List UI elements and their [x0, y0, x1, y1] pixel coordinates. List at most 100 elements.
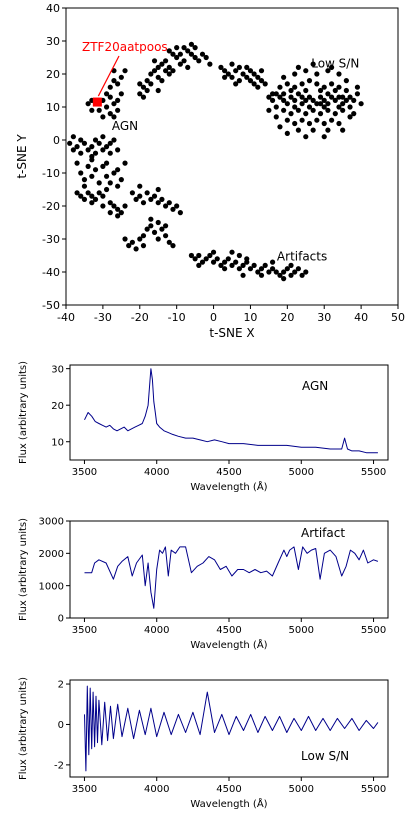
scatter-point [233, 81, 239, 87]
scatter-point [107, 200, 113, 206]
scatter-point [281, 97, 287, 103]
scatter-point [336, 94, 342, 100]
scatter-point [244, 256, 250, 262]
scatter-point [89, 200, 95, 206]
scatter-point [329, 64, 335, 70]
scatter-point [247, 78, 254, 84]
scatter-point [277, 272, 283, 278]
scatter-point [133, 196, 139, 202]
scatter-point [118, 91, 124, 97]
scatter-point [144, 226, 150, 232]
scatter-point [277, 84, 283, 90]
scatter-point [70, 147, 76, 153]
scatter-point [155, 74, 161, 80]
scatter-point [103, 186, 110, 193]
scatter-point [151, 229, 158, 235]
scatter-point [233, 68, 239, 74]
x-tick-label: 10 [243, 311, 257, 324]
x-tick-label: 0 [210, 311, 217, 324]
scatter-point [159, 226, 165, 232]
scatter-point [251, 71, 257, 77]
scatter-point [306, 94, 313, 100]
scatter-point [166, 200, 172, 206]
scatter-point [163, 203, 169, 209]
scatter-point [273, 269, 279, 275]
scatter-point [207, 252, 213, 259]
scatter-point [281, 107, 287, 113]
scatter-point [310, 97, 316, 103]
scatter-point [188, 252, 195, 259]
x-tick-label: -20 [131, 311, 149, 324]
x-tick-label: 20 [280, 311, 294, 324]
y-tick-label: 3000 [39, 517, 64, 528]
scatter-point [255, 84, 261, 90]
scatter-point [107, 94, 113, 100]
scatter-point [85, 101, 91, 107]
scatter-point [166, 239, 172, 245]
scatter-point [89, 193, 95, 199]
y-tick-label: 0 [58, 614, 64, 625]
scatter-point [151, 58, 158, 64]
highlight-marker [92, 97, 102, 107]
x-tick-label: 4000 [144, 784, 169, 795]
scatter-point [140, 200, 147, 206]
scatter-point [196, 252, 202, 259]
scatter-point [74, 144, 80, 150]
scatter-point [336, 104, 342, 110]
scatter-point [240, 272, 246, 278]
scatter-point [321, 84, 327, 90]
scatter-point [354, 84, 361, 90]
scatter-point [85, 147, 91, 153]
scatter-point [314, 71, 320, 77]
scatter-point [177, 51, 183, 57]
scatter-point [111, 137, 117, 143]
scatter-point [144, 190, 150, 196]
scatter-point [317, 94, 324, 100]
scatter-point [199, 259, 206, 265]
scatter-point [115, 183, 121, 189]
scatter-point [174, 203, 180, 209]
scatter-point [295, 91, 301, 97]
scatter-point [303, 68, 309, 74]
scatter-point [284, 130, 290, 136]
scatter-point [192, 45, 198, 51]
scatter-point [251, 262, 257, 268]
scatter-point [159, 78, 165, 84]
x-tick-label: 3500 [72, 625, 97, 636]
scatter-point [203, 256, 209, 262]
scatter-point [85, 163, 91, 169]
x-tick-label: 4500 [216, 784, 241, 795]
spectrum-line [84, 368, 378, 454]
scatter-point [118, 210, 124, 216]
scatter-point [166, 71, 172, 77]
scatter-point [148, 196, 154, 202]
scatter-point [188, 41, 195, 47]
scatter-point [192, 256, 198, 262]
scatter-point [288, 111, 294, 117]
scatter-point [118, 177, 124, 183]
scatter-point [340, 101, 346, 107]
scatter-point [81, 196, 88, 202]
scatter-point [299, 117, 305, 123]
scatter-point [269, 266, 276, 272]
y-tick-label: 20 [51, 401, 64, 412]
scatter-point [96, 180, 102, 186]
scatter-point [170, 206, 176, 212]
scatter-point [185, 64, 191, 70]
scatter-point [347, 104, 353, 110]
y-tick-label: -40 [42, 266, 60, 279]
scatter-point [314, 117, 320, 123]
scatter-point [295, 266, 301, 272]
scatter-point [225, 71, 231, 77]
scatter-point [310, 61, 316, 67]
scatter-point [107, 150, 113, 156]
scatter-point [288, 272, 294, 278]
scatter-point [258, 266, 265, 272]
y-tick-label: 0 [58, 720, 64, 731]
scatter-point [207, 61, 213, 67]
scatter-point [306, 120, 313, 127]
scatter-point [358, 101, 364, 107]
scatter-point [163, 223, 169, 229]
y-tick-label: -20 [42, 200, 60, 213]
y-tick-label: -30 [42, 233, 60, 246]
